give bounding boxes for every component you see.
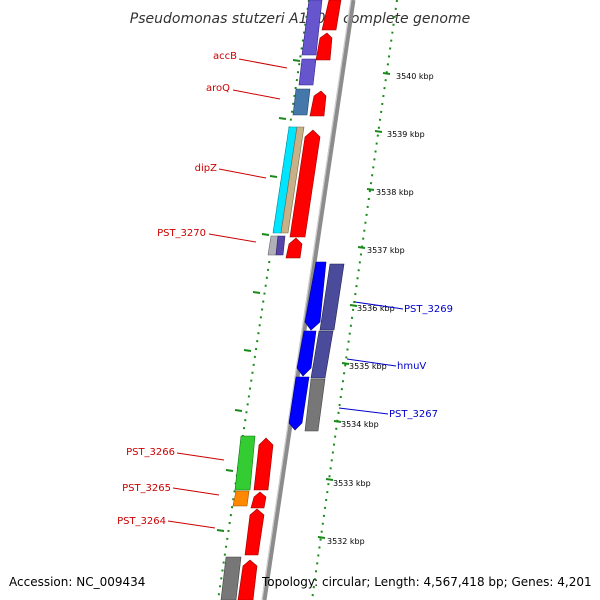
outer-major-ticks (317, 72, 391, 539)
cds-arrow (289, 129, 321, 238)
gene-label-aroq: aroQ (206, 83, 230, 94)
gene-labels: accB aroQ dipZ PST_3270 PST_3269 hmuV PS… (117, 51, 453, 527)
cds-arrow (285, 237, 303, 259)
scale-label: 3535 kbp (349, 362, 387, 371)
cds-block (310, 330, 334, 379)
scale-label: 3536 kbp (357, 304, 395, 313)
reverse-cds-features (288, 261, 345, 432)
scale-label: 3534 kbp (341, 420, 379, 429)
gene-label-hmuv: hmuV (397, 361, 426, 372)
cds-arrow (304, 261, 327, 331)
cds-block (298, 58, 317, 86)
backbone (261, 0, 356, 600)
cds-block (275, 235, 286, 256)
topology-summary: Topology: circular; Length: 4,567,418 bp… (261, 575, 592, 589)
cds-arrow (321, 0, 342, 31)
label-leaders (167, 58, 404, 529)
inner-major-ticks (216, 59, 301, 532)
scale-label: 3532 kbp (327, 537, 365, 546)
cds-block (304, 378, 326, 432)
scale-label: 3533 kbp (333, 479, 371, 488)
inner-tick-track (217, 0, 310, 600)
cds-arrow (237, 559, 258, 600)
scale-labels: 3540 kbp 3539 kbp 3538 kbp 3537 kbp 3536… (327, 72, 434, 546)
scale-label: 3539 kbp (387, 130, 425, 139)
accession-text: Accession: NC_009434 (9, 575, 145, 589)
cds-block (280, 126, 305, 234)
cds-arrow (253, 437, 274, 491)
cds-block (292, 88, 311, 116)
scale-label: 3538 kbp (376, 188, 414, 197)
cds-block (319, 263, 345, 331)
forward-cds-features (237, 0, 342, 600)
gene-label-dipz: dipZ (195, 163, 217, 174)
cds-block (234, 435, 256, 491)
cds-arrow (244, 508, 265, 556)
cds-arrow (288, 376, 310, 431)
gene-label-accb: accB (213, 51, 237, 62)
outer-tick-track (311, 0, 398, 600)
gene-label-pst-3270: PST_3270 (157, 228, 206, 239)
cds-arrow (315, 32, 333, 61)
genome-title: Pseudomonas stutzeri A1501, complete gen… (130, 11, 470, 27)
gene-label-pst-3267: PST_3267 (389, 409, 438, 420)
gene-label-pst-3266: PST_3266 (126, 447, 175, 458)
cds-block (232, 490, 250, 507)
scale-label: 3540 kbp (396, 72, 434, 81)
cds-arrow (309, 90, 327, 117)
gene-label-pst-3269: PST_3269 (404, 304, 453, 315)
cds-arrow (296, 330, 317, 377)
gene-label-pst-3265: PST_3265 (122, 483, 171, 494)
inner-track-features (220, 0, 323, 600)
scale-label: 3537 kbp (367, 246, 405, 255)
cds-block (220, 556, 242, 600)
cds-block (301, 0, 323, 56)
cds-arrow (250, 491, 267, 509)
gene-label-pst-3264: PST_3264 (117, 516, 166, 527)
